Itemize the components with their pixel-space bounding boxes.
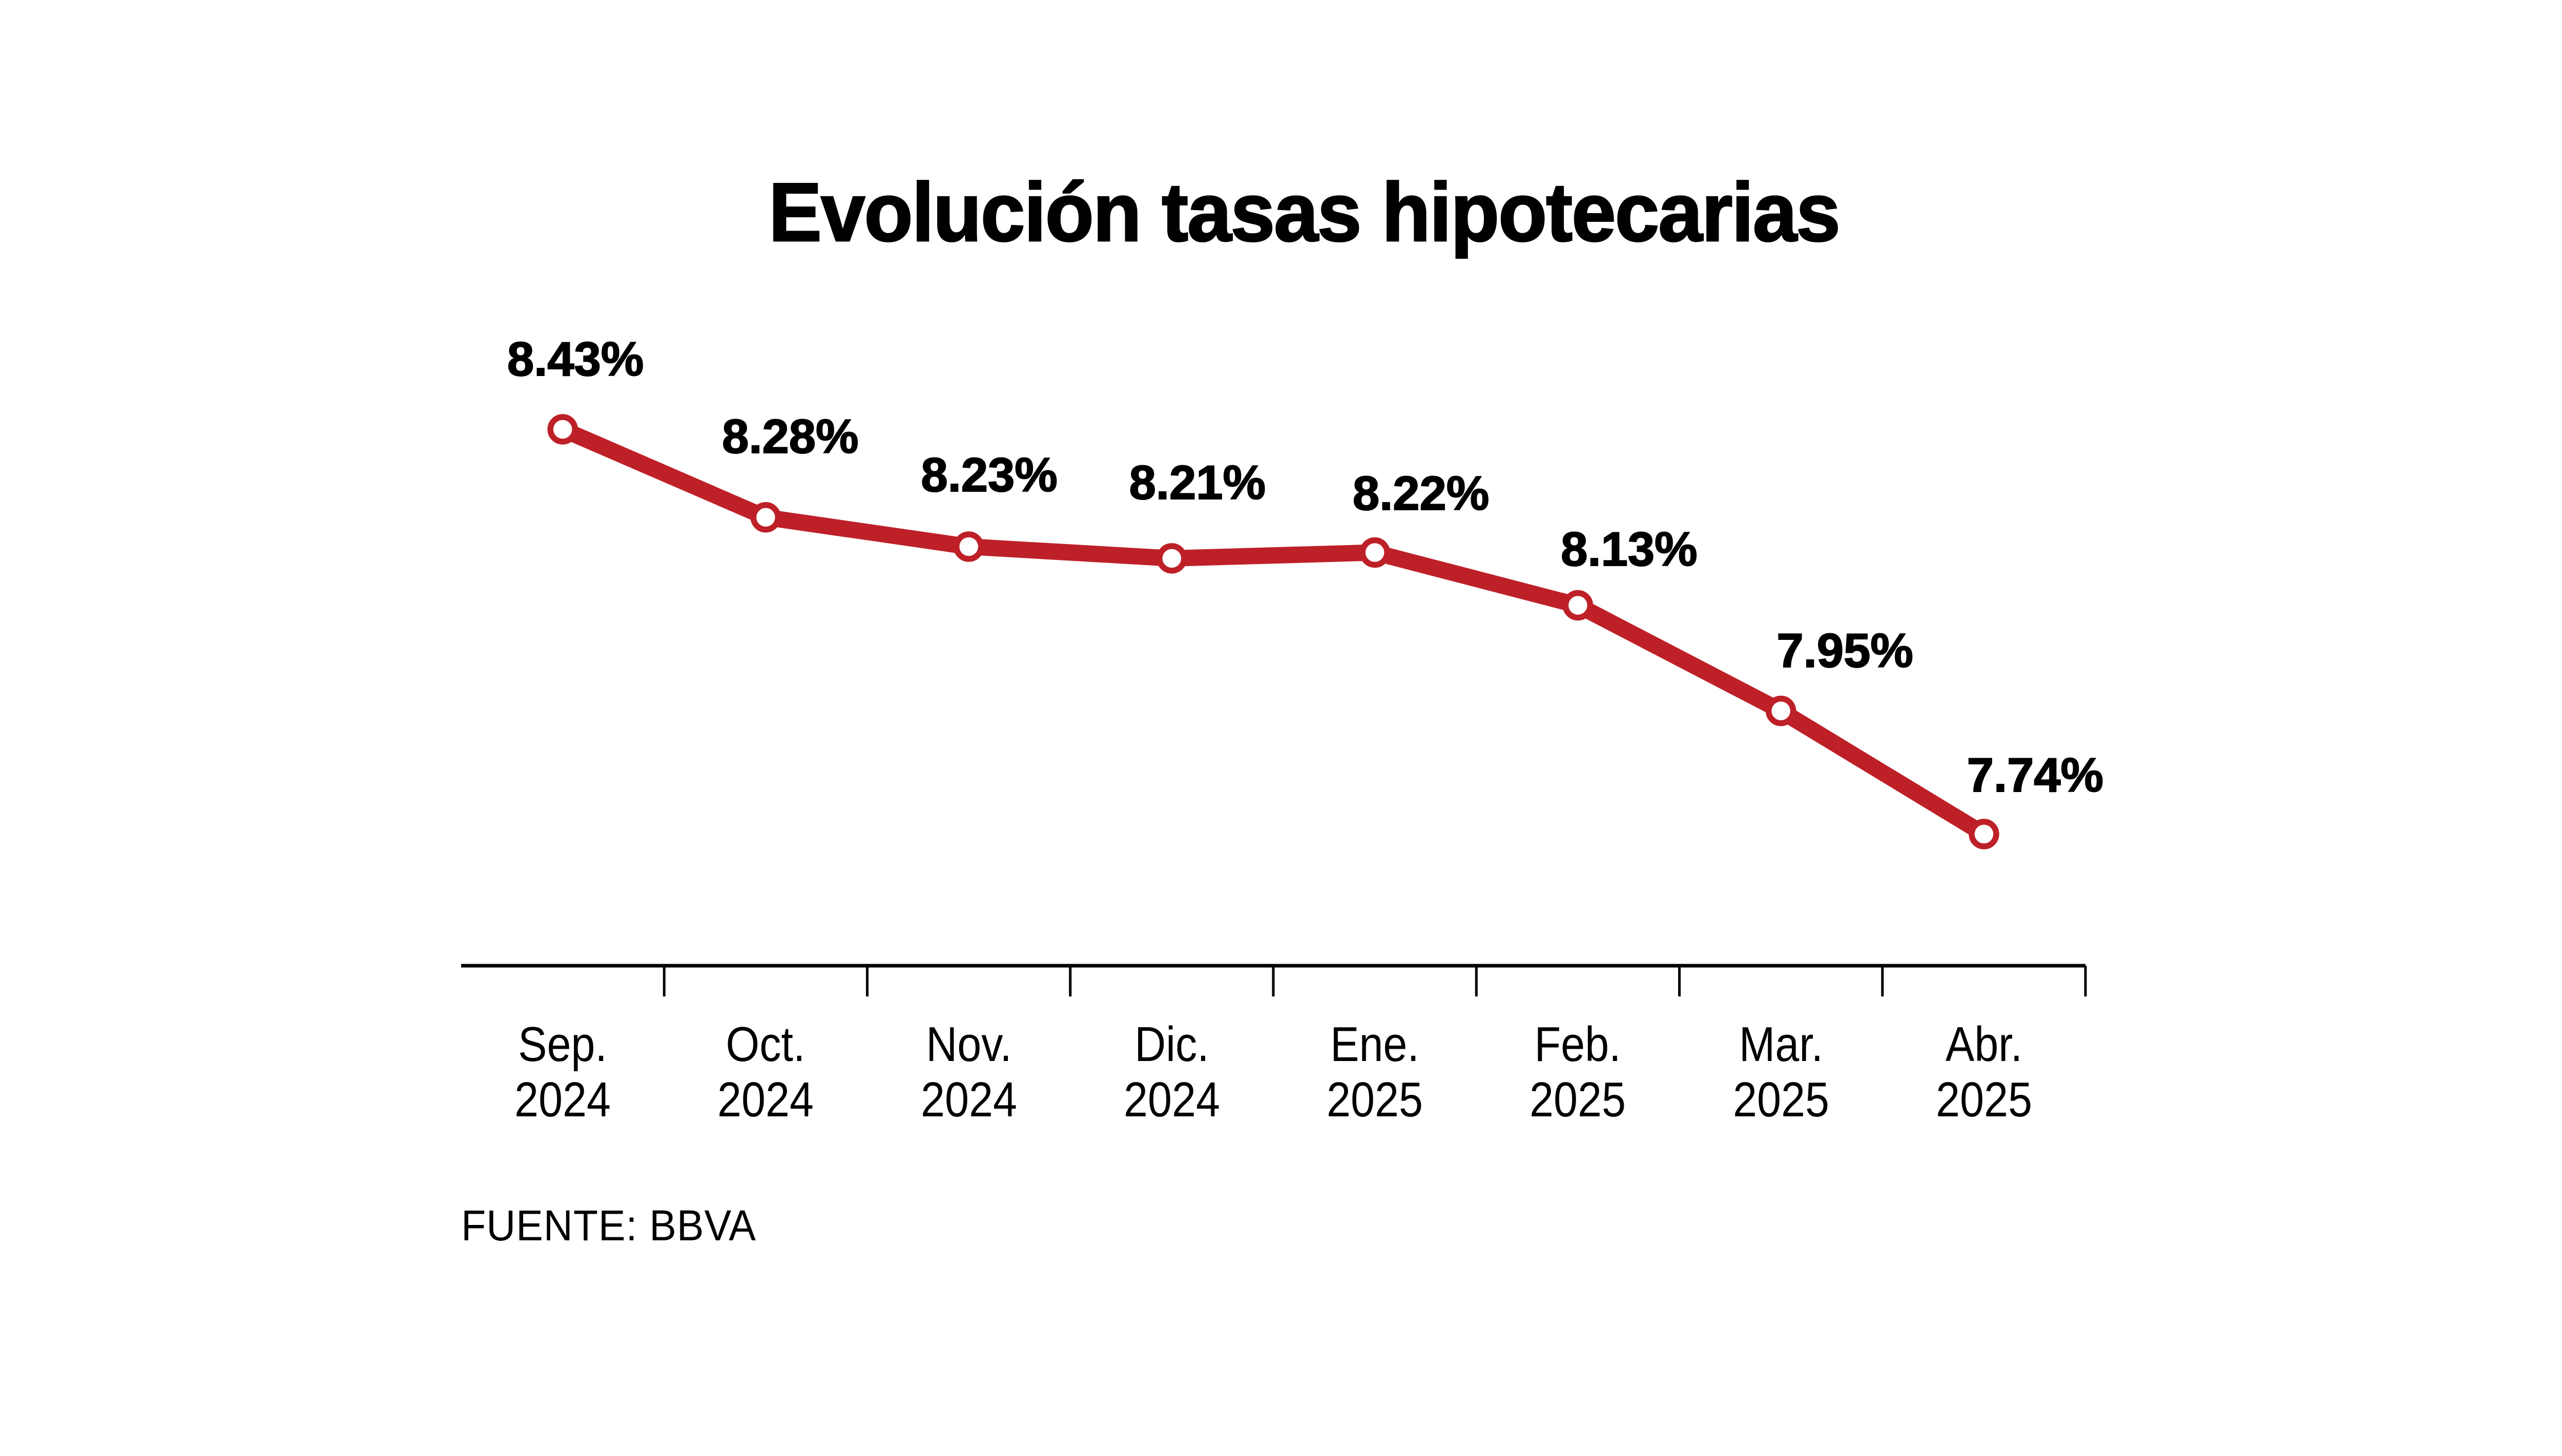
chart-title: Evolución tasas hipotecarias [768,165,1842,260]
data-point-marker-0 [547,414,578,445]
data-point-marker-1 [750,502,781,533]
data-point-marker-6 [1765,695,1796,726]
data-point-marker-2 [953,531,984,562]
data-point-marker-3 [1156,543,1187,574]
data-point-marker-7 [1969,819,1999,849]
series-line [559,422,1989,841]
data-point-marker-5 [1562,590,1594,621]
source-note: FUENTE: BBVA [461,1201,756,1250]
data-point-marker-4 [1359,537,1390,568]
